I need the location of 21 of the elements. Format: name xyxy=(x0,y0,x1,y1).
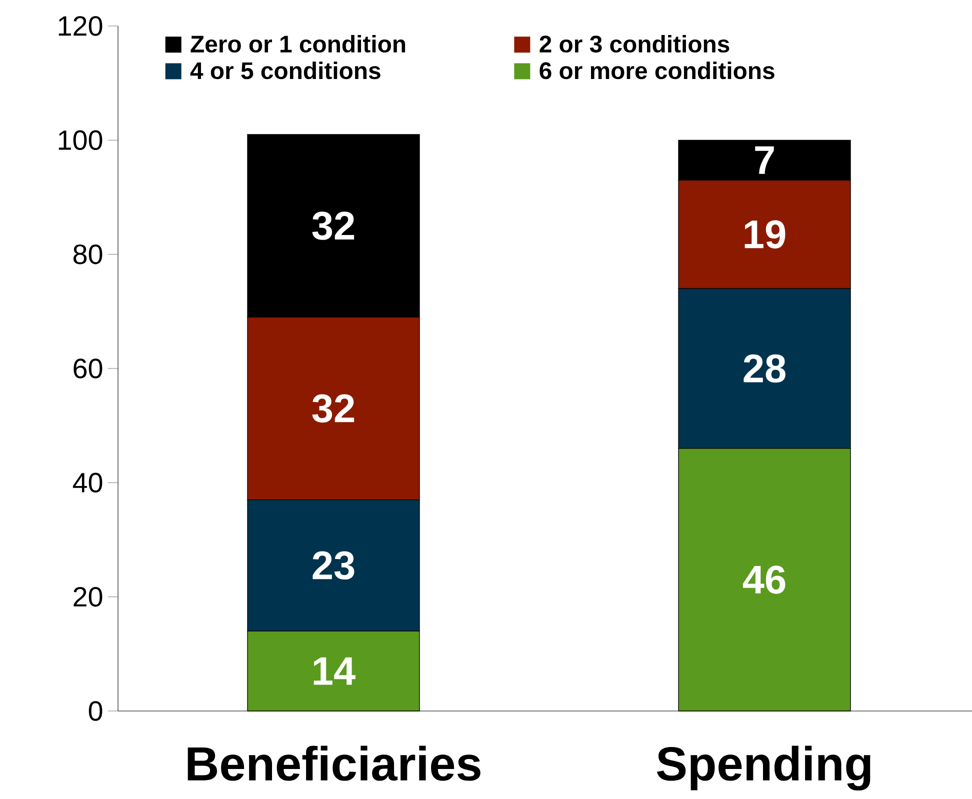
y-tick-label: 40 xyxy=(72,472,102,493)
data-label: 23 xyxy=(312,551,354,580)
data-label: 32 xyxy=(312,212,354,240)
y-tick-label: 20 xyxy=(74,586,102,607)
data-label: 46 xyxy=(742,566,786,594)
y-tick-label: 100 xyxy=(58,130,102,150)
legend-label: Zero or 1 condition xyxy=(190,34,406,53)
data-label: 14 xyxy=(314,657,356,685)
y-tick-label: 120 xyxy=(58,16,102,36)
legend-label: 4 or 5 conditions xyxy=(190,62,380,80)
x-tick-label: Spending xyxy=(656,746,870,790)
data-label: 7 xyxy=(755,146,774,174)
legend-label: 2 or 3 conditions xyxy=(540,34,730,53)
data-label: 28 xyxy=(744,354,786,383)
x-tick-label: Beneficiaries xyxy=(188,746,480,781)
data-label: 19 xyxy=(744,220,786,248)
y-tick-label: 60 xyxy=(74,358,102,378)
legend-label: 6 or more conditions xyxy=(540,62,774,80)
y-tick-label: 0 xyxy=(88,701,102,721)
y-tick-label: 80 xyxy=(73,244,102,264)
data-label: 32 xyxy=(312,394,354,423)
